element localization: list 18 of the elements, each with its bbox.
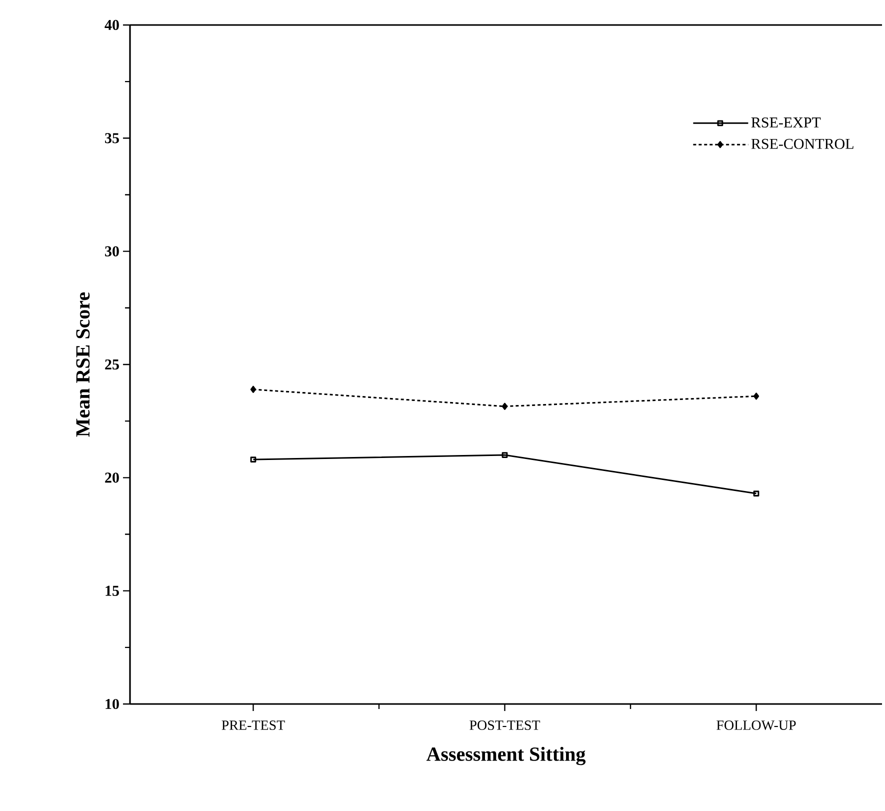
point: [502, 452, 508, 458]
y-tick-label: 30: [105, 246, 119, 256]
y-tick-label: 15: [106, 586, 119, 596]
x-tick-label: FOLLOW-UP: [716, 720, 796, 730]
y-tick-label: 35: [105, 133, 119, 144]
y-tick-label: 40: [104, 20, 119, 30]
legend-label: RSE-EXPT: [751, 117, 821, 128]
x-tick-label: PRE-TEST: [222, 720, 285, 730]
x-tick-label: POST-TEST: [470, 720, 540, 730]
x-axis-title: Assessment Sitting: [426, 746, 586, 766]
y-tick-label: 10: [106, 698, 119, 710]
legend-label: RSE-CONTROL: [751, 138, 854, 149]
point: [250, 386, 256, 393]
y-tick-label: 20: [105, 472, 119, 483]
point: [502, 402, 508, 410]
point: [753, 392, 760, 400]
y-tick-label: 25: [105, 359, 119, 370]
y-axis-title: Mean RSE Score: [76, 292, 90, 437]
